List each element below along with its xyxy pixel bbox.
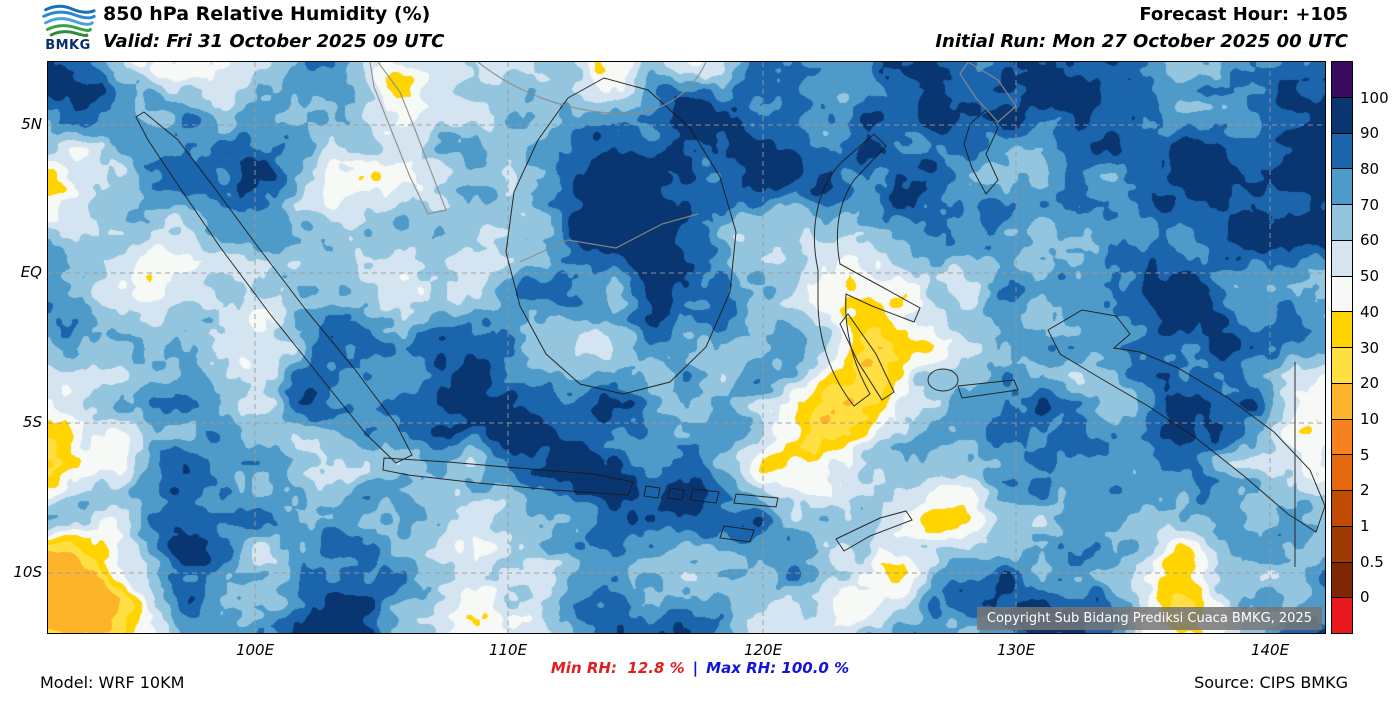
initial-run: Initial Run: Mon 27 October 2025 00 UTC (935, 31, 1348, 52)
colorbar-segment (1332, 383, 1352, 420)
colorbar (1331, 61, 1353, 634)
bmkg-logo-text: BMKG (45, 38, 91, 53)
colorbar-segment (1332, 491, 1352, 527)
copyright-badge: Copyright Sub Bidang Prediksi Cuaca BMKG… (976, 607, 1322, 630)
map-plot-area: Copyright Sub Bidang Prediksi Cuaca BMKG… (47, 61, 1326, 634)
colorbar-segment (1332, 62, 1352, 98)
colorbar-tick-label: 90 (1360, 124, 1380, 143)
colorbar-segment (1332, 598, 1352, 633)
lon-tick-label: 100E (235, 641, 275, 659)
colorbar-segment (1332, 133, 1352, 170)
colorbar-tick-label: 100 (1360, 88, 1389, 107)
lon-tick-label: 120E (743, 641, 783, 659)
colorbar-segment (1332, 562, 1352, 599)
model-label: Model: WRF 10KM (40, 673, 185, 692)
lat-tick-label: EQ (20, 263, 42, 281)
colorbar-segment (1332, 276, 1352, 313)
forecast-hour: Forecast Hour: +105 (1139, 4, 1348, 25)
colorbar-tick-label: 60 (1360, 231, 1380, 250)
minmax-separator: | (692, 659, 699, 677)
lat-tick-label: 5N (21, 115, 42, 133)
lat-tick-label: 10S (13, 563, 42, 581)
coastline-grid-overlay (48, 62, 1325, 633)
colorbar-segment (1332, 455, 1352, 491)
lon-tick-label: 110E (488, 641, 528, 659)
colorbar-tick-label: 50 (1360, 267, 1380, 286)
colorbar-tick-label: 10 (1360, 409, 1380, 428)
colorbar-tick-label: 70 (1360, 195, 1380, 214)
source-label: Source: CIPS BMKG (1194, 673, 1348, 692)
colorbar-segment (1332, 97, 1352, 134)
colorbar-tick-label: 1 (1360, 516, 1370, 535)
colorbar-segment (1332, 312, 1352, 348)
rh-minmax: Min RH: 12.8 % | Max RH: 100.0 % (0, 659, 1400, 677)
colorbar-tick-label: 2 (1360, 481, 1370, 500)
colorbar-segment (1332, 205, 1352, 241)
page-title: 850 hPa Relative Humidity (%) (103, 3, 431, 25)
colorbar-segment (1332, 240, 1352, 277)
colorbar-tick-label: 40 (1360, 302, 1380, 321)
colorbar-tick-label: 80 (1360, 160, 1380, 179)
valid-time: Valid: Fri 31 October 2025 09 UTC (103, 31, 445, 52)
humidity-field-canvas (48, 62, 1325, 633)
colorbar-tick-label: 0 (1360, 588, 1370, 607)
lon-tick-label: 130E (996, 641, 1036, 659)
min-rh-value: Min RH: 12.8 % (550, 659, 685, 677)
colorbar-segment (1332, 419, 1352, 456)
lon-tick-label: 140E (1250, 641, 1290, 659)
colorbar-tick-label: 20 (1360, 374, 1380, 393)
colorbar-segment (1332, 169, 1352, 205)
colorbar-segment (1332, 526, 1352, 563)
bmkg-logo-icon (42, 4, 96, 38)
bmkg-logo: BMKG (36, 1, 100, 59)
colorbar-tick-label: 0.5 (1360, 552, 1384, 571)
lat-tick-label: 5S (22, 413, 42, 431)
max-rh-value: Max RH: 100.0 % (706, 659, 850, 677)
colorbar-tick-label: 5 (1360, 445, 1370, 464)
colorbar-segment (1332, 348, 1352, 384)
colorbar-tick-label: 30 (1360, 338, 1380, 357)
